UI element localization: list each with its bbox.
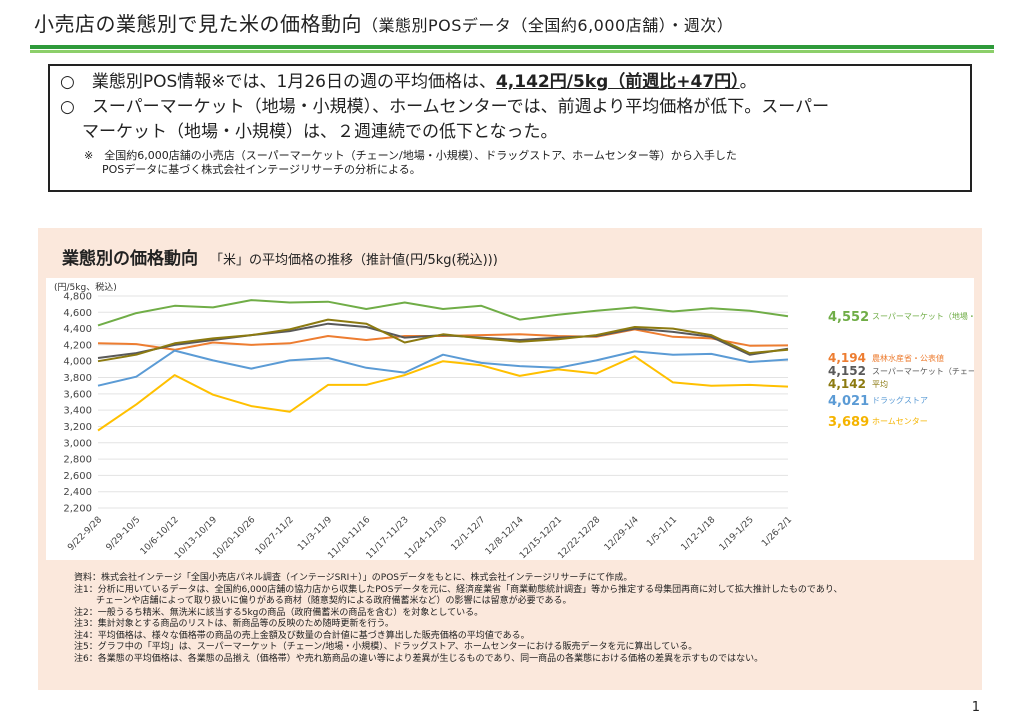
summary-line-2a: スーパーマーケット（地場・小規模）、ホームセンターでは、前週より平均価格が低下。…: [91, 97, 830, 117]
series-line: [97, 299, 789, 327]
y-tick-label: 2,600: [63, 471, 92, 482]
chart-subheading: 「米」の平均価格の推移（推計値(円/5kg(税込))): [210, 253, 498, 268]
x-tick-label: 9/29-10/5: [105, 515, 143, 553]
average-price-highlight: 4,142円/5kg（前週比+47円）: [495, 72, 740, 92]
x-tick-label: 12/29-1/4: [603, 515, 641, 553]
y-tick-label: 4,800: [63, 292, 92, 303]
y-tick-label: 4,400: [63, 324, 92, 335]
note-2: 注2：一般うるち精米、無洗米に該当する5kgの商品（政府備蓄米の商品を含む）を対…: [74, 607, 484, 618]
chart-notes: 資料：株式会社インテージ「全国小売店パネル調査（インテージSRI＋）」のPOSデ…: [74, 573, 842, 665]
x-tick-label: 1/5-1/11: [645, 515, 679, 549]
note-source: 資料：株式会社インテージ「全国小売店パネル調査（インテージSRI＋）」のPOSデ…: [74, 573, 633, 583]
x-tick-label: 12/1-12/7: [450, 515, 488, 553]
summary-note-1: ※ 全国約6,000店舗の小売店（スーパーマーケット（チェーン/地場・小規模）、…: [60, 149, 960, 163]
title-rule-dark: [30, 45, 994, 49]
note-4: 注4：平均価格は、様々な価格帯の商品の売上金額及び数量の合計値に基づき算出した販…: [74, 630, 530, 641]
summary-line-1-pre: 業態別POS情報※では、1月26日の週の平均価格は、: [91, 72, 496, 92]
series-end-name: スーパーマーケット（チェーン）: [872, 367, 974, 376]
summary-note-line-1: 全国約6,000店舗の小売店（スーパーマーケット（チェーン/地場・小規模）、ドラ…: [104, 149, 737, 162]
x-tick-label: 12/8-12/14: [484, 515, 526, 557]
summary-box: ○ 業態別POS情報※では、1月26日の週の平均価格は、4,142円/5kg（前…: [48, 64, 972, 192]
bullet-1: ○: [60, 72, 75, 92]
series-end-name: ホームセンター: [872, 417, 928, 426]
series-end-value: 4,021: [828, 394, 869, 409]
series-line: [97, 355, 789, 432]
note-1: 注1：分析に用いているデータは、全国約6,000店舗の協力店から収集したPOSデ…: [74, 584, 843, 595]
series-end-name: 農林水産省・公表値: [872, 353, 944, 363]
y-tick-label: 3,200: [63, 422, 92, 433]
x-tick-label: 11/3-11/9: [296, 515, 334, 553]
y-tick-label: 3,400: [63, 406, 92, 417]
note-6: 注6：各業態の平均価格は、各業態の品揃え（価格帯）や売れ筋商品の違い等により差異…: [74, 653, 764, 664]
series-end-name: 平均: [872, 379, 888, 389]
chart-heading: 業態別の価格動向: [62, 249, 198, 269]
series-end-value: 4,142: [828, 377, 866, 391]
series-end-value: 4,152: [828, 364, 866, 378]
summary-note-2: POSデータに基づく株式会社インテージリサーチの分析による。: [102, 163, 421, 176]
y-tick-label: 4,000: [63, 357, 92, 368]
bullet-2: ○: [60, 97, 75, 117]
summary-line-2b: マーケット（地場・小規模）は、２週連続での低下となった。: [82, 122, 558, 142]
page-title-sub: （業態別POSデータ（全国約6,000店舗）・週次）: [362, 16, 734, 35]
note-mark: ※: [84, 149, 94, 162]
note-5: 注5：グラフ中の「平均」は、スーパーマーケット（チェーン/地場・小規模）、ドラッ…: [74, 642, 698, 652]
y-tick-label: 2,200: [63, 504, 92, 515]
summary-line-2: ○ スーパーマーケット（地場・小規模）、ホームセンターでは、前週より平均価格が低…: [60, 95, 960, 120]
y-tick-label: 3,000: [63, 438, 92, 449]
x-tick-label: 10/6-10/12: [139, 515, 181, 557]
series-end-value: 3,689: [828, 415, 869, 430]
chart-plot-area: (円/5kg、税込) 2,200 2,400 2,600 2,800 3,000 3,200…: [46, 278, 1008, 561]
summary-line-1: ○ 業態別POS情報※では、1月26日の週の平均価格は、4,142円/5kg（前…: [60, 70, 960, 95]
y-tick-label: 4,200: [63, 340, 92, 351]
x-tick-label: 9/22-9/28: [66, 515, 104, 553]
page-title: 小売店の業態別で見た米の価格動向（業態別POSデータ（全国約6,000店舗）・週…: [34, 8, 733, 37]
y-axis-unit-label: (円/5kg、税込): [54, 281, 117, 293]
summary-line-1-post: 。: [739, 72, 757, 92]
series-end-name: スーパーマーケット（地場・小規模）: [872, 311, 974, 321]
y-tick-label: 2,800: [63, 455, 92, 466]
series-line: [97, 349, 789, 387]
chart-panel: 業態別の価格動向 「米」の平均価格の推移（推計値(円/5kg(税込))) (円/5…: [38, 228, 1008, 690]
series-end-value: 4,552: [828, 310, 869, 325]
y-tick-label: 4,600: [63, 308, 92, 319]
x-tick-label: 1/19-1/25: [718, 515, 756, 553]
note-3: 注3：集計対象とする商品のリストは、新商品等の反映のため随時更新を行う。: [74, 619, 394, 629]
series-end-name: ドラッグストア: [872, 395, 928, 405]
page-title-main: 小売店の業態別で見た米の価格動向: [34, 12, 362, 36]
x-tick-label: 10/27-11/2: [254, 515, 296, 557]
chart-header: 業態別の価格動向 「米」の平均価格の推移（推計値(円/5kg(税込))): [62, 244, 498, 269]
series-end-value: 4,194: [828, 351, 866, 365]
title-rule-light: [30, 50, 994, 53]
note-1-cont: チェーンや店舗によって取り扱いに偏りがある商材（随意契約による政府備蓄米など）の…: [96, 596, 572, 606]
x-tick-label: 1/12-1/18: [680, 515, 718, 553]
x-tick-label: 1/26-2/1: [760, 515, 794, 549]
y-tick-label: 2,400: [63, 487, 92, 498]
price-line-chart: (円/5kg、税込) 2,200 2,400 2,600 2,800 3,000 3,200…: [54, 281, 1008, 561]
series-line: [97, 318, 789, 363]
y-tick-label: 3,600: [63, 389, 92, 400]
page-number: 1: [971, 700, 980, 715]
y-tick-label: 3,800: [63, 373, 92, 384]
